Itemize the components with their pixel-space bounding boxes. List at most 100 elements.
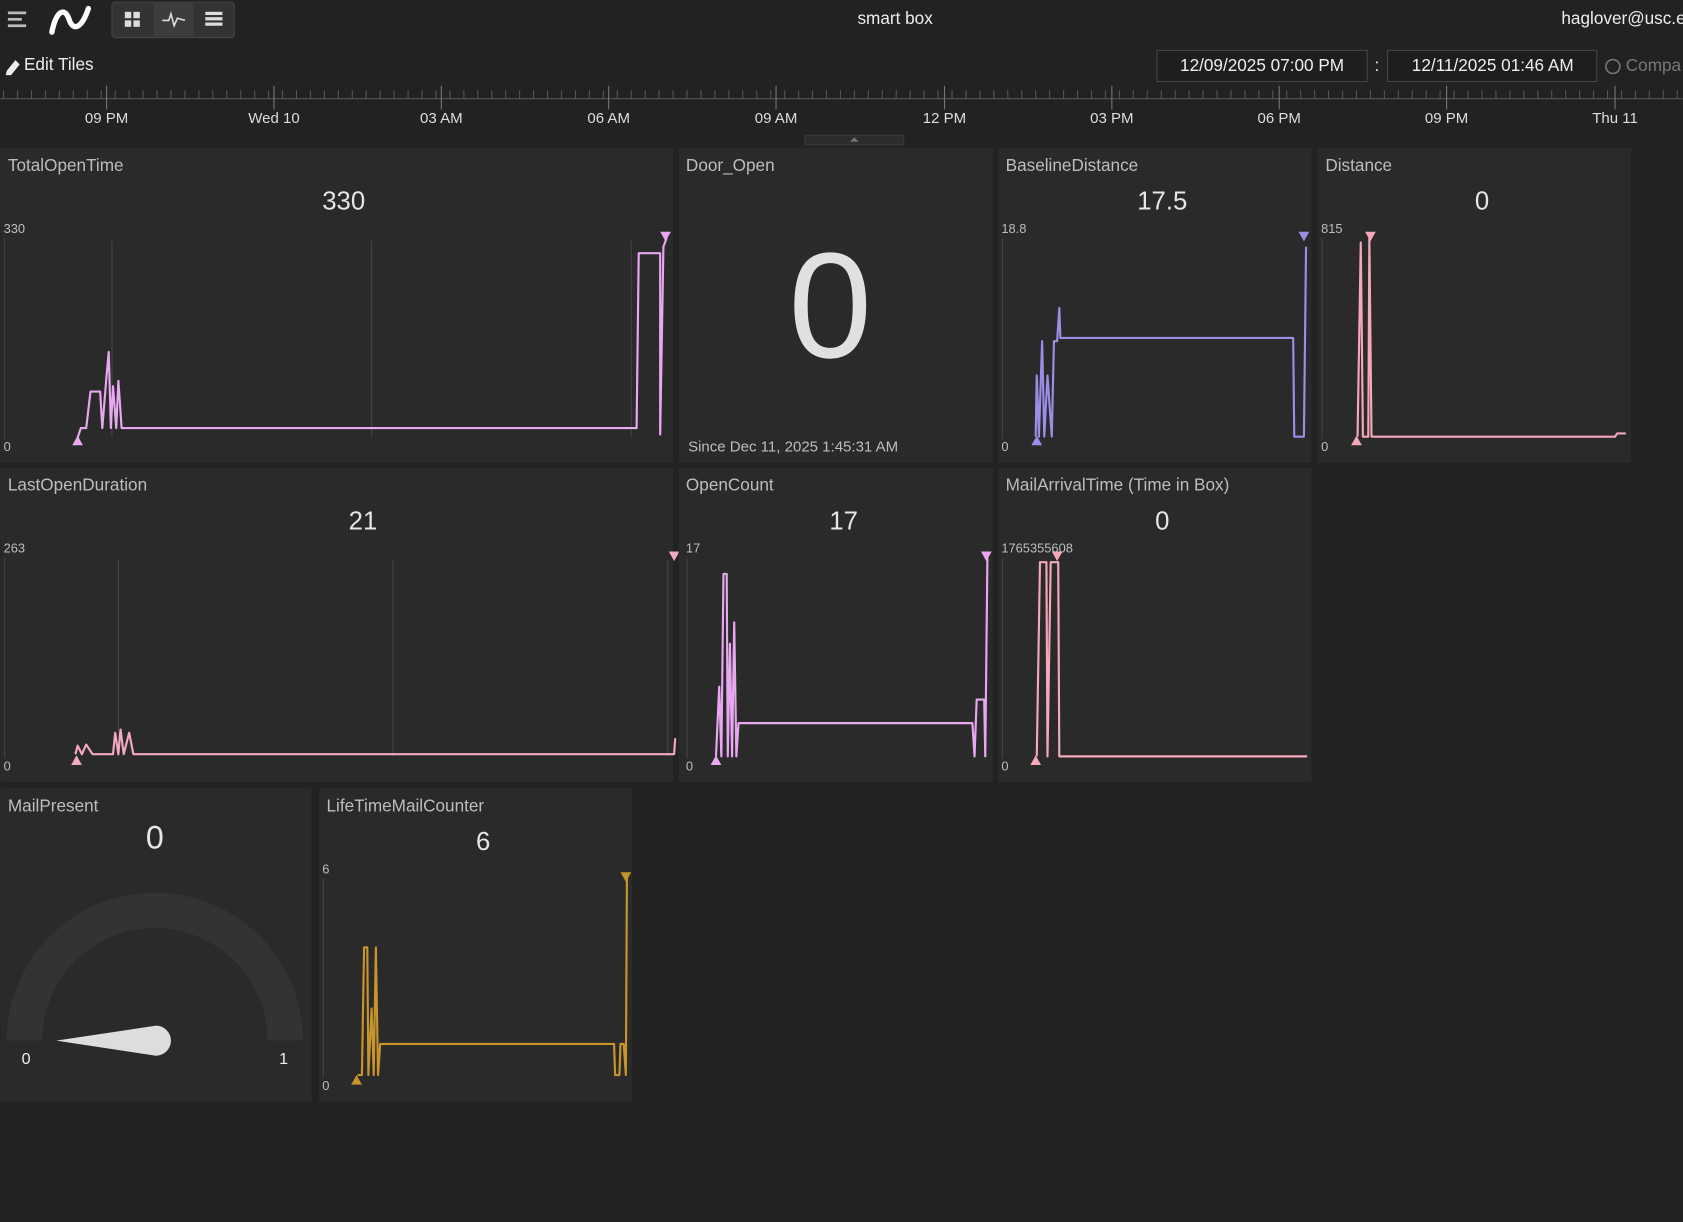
tile-bg (0, 467, 674, 783)
end-marker (620, 872, 632, 882)
end-date: 12/11/2025 01:46 AM (1412, 55, 1574, 75)
menu-icon[interactable] (7, 11, 27, 28)
y-min-label: 0 (1321, 439, 1328, 454)
y-max-label: 18.8 (1001, 221, 1026, 236)
tile[interactable]: BaselineDistance 17.5 18.8 0 (998, 148, 1312, 463)
timeline-label: Wed 10 (248, 110, 299, 127)
end-marker (1298, 231, 1310, 242)
tile[interactable]: Door_Open 0 Since Dec 11, 2025 1:45:31 AM (678, 148, 993, 463)
edit-tiles-button[interactable]: Edit Tiles (24, 54, 94, 74)
y-min-label: 0 (686, 759, 693, 774)
grid-view-button[interactable] (124, 11, 140, 27)
tiles: TotalOpenTime 330 330 0 Door_Open 0 Since Dec … (0, 148, 1632, 1102)
sparkline (1034, 246, 1308, 438)
tile-title: LifeTimeMailCounter (327, 795, 485, 815)
gauge-arc (6, 892, 303, 1041)
tile-value: 6 (476, 828, 490, 856)
y-min-label: 0 (4, 759, 11, 774)
tile-title: Door_Open (686, 155, 775, 175)
tile[interactable]: LifeTimeMailCounter 6 6 0 (319, 788, 633, 1102)
start-marker (1031, 435, 1043, 446)
timeline-label: 03 PM (1090, 110, 1133, 127)
timeline-label: 12 PM (923, 110, 966, 127)
tile-title: MailArrivalTime (Time in Box) (1006, 475, 1230, 495)
tile-title: MailPresent (8, 795, 99, 815)
compare-button[interactable]: Compa (1626, 55, 1682, 75)
date-separator: : (1374, 55, 1379, 75)
tile[interactable]: MailPresent 0 0 1 (0, 788, 312, 1102)
timeline-label: Thu 11 (1592, 110, 1638, 127)
tile-title: LastOpenDuration (8, 475, 147, 495)
compare-icon (1605, 58, 1621, 75)
edit-icon (5, 60, 20, 76)
tile-value: 330 (322, 188, 365, 216)
y-max-label: 815 (1321, 221, 1342, 236)
end-marker (1365, 231, 1376, 242)
tile-value: 17 (829, 507, 858, 535)
tile-title: Distance (1325, 155, 1392, 175)
user-email[interactable]: haglover@usc.e (1561, 8, 1683, 28)
y-max-label: 330 (4, 221, 25, 236)
tile-value: 17.5 (1137, 188, 1187, 216)
timeline-label: 06 AM (587, 110, 630, 127)
timeline-label: 06 PM (1258, 110, 1301, 127)
since-note: Since Dec 11, 2025 1:45:31 AM (688, 438, 898, 455)
sparkline (1035, 561, 1308, 758)
start-marker (1351, 435, 1362, 446)
sparkline (714, 557, 989, 758)
end-marker (668, 551, 680, 562)
start-marker (71, 755, 82, 765)
y-max-label: 17 (686, 541, 700, 556)
y-max-label: 1765355608 (1001, 541, 1073, 556)
tile-title: TotalOpenTime (8, 155, 124, 175)
y-max-label: 263 (4, 541, 25, 556)
start-date: 12/09/2025 07:00 PM (1180, 55, 1344, 75)
tile[interactable]: TotalOpenTime 330 330 0 (0, 148, 674, 463)
handle-arrow (850, 137, 859, 142)
end-marker (660, 231, 671, 242)
sparkline (76, 237, 668, 439)
tile-bg (319, 788, 633, 1102)
end-marker (980, 551, 992, 562)
start-marker (710, 755, 722, 765)
start-marker (1030, 755, 1042, 765)
y-min-label: 0 (4, 439, 11, 454)
end-date-box[interactable] (1387, 49, 1598, 83)
chart-view-button[interactable] (153, 3, 194, 37)
timeline-label: 09 PM (85, 110, 128, 127)
tile-title: BaselineDistance (1006, 155, 1139, 175)
tile[interactable]: LastOpenDuration 21 263 0 (0, 467, 680, 783)
sparkline (74, 728, 677, 756)
start-marker (351, 1075, 362, 1085)
y-min-label: 0 (1001, 759, 1008, 774)
tile[interactable]: MailArrivalTime (Time in Box) 0 1765355608… (998, 467, 1312, 783)
tile-value: 21 (349, 507, 378, 535)
tile[interactable]: Distance 0 815 0 (1317, 148, 1632, 463)
big-value: 0 (788, 221, 872, 389)
tile-title: OpenCount (686, 475, 774, 495)
timeline-label: 03 AM (420, 110, 463, 127)
tile[interactable]: OpenCount 17 17 0 (678, 467, 993, 783)
tile-value: 0 (1475, 188, 1489, 216)
end-marker (1051, 551, 1063, 562)
gauge-needle (56, 1025, 171, 1056)
y-min-label: 0 (322, 1078, 329, 1093)
gauge-max: 1 (279, 1050, 288, 1068)
timeline-label: 09 PM (1425, 110, 1468, 127)
tile-value: 0 (1155, 507, 1169, 535)
start-date-box[interactable] (1156, 49, 1368, 83)
start-marker (72, 435, 83, 446)
logo[interactable] (49, 5, 92, 35)
list-view-button[interactable] (205, 11, 223, 26)
timeline-label: 09 AM (755, 110, 798, 127)
sparkline (357, 877, 628, 1077)
tile-value: 0 (146, 820, 164, 856)
gauge-min: 0 (22, 1050, 31, 1068)
y-max-label: 6 (322, 862, 329, 877)
pulse-icon (162, 11, 186, 29)
timeline[interactable]: 09 PM Wed 10 03 AM 06 AM 09 AM 12 PM 03 PM 06 P… (0, 85, 1683, 127)
tile-bg (678, 148, 993, 463)
y-min-label: 0 (1001, 439, 1008, 454)
